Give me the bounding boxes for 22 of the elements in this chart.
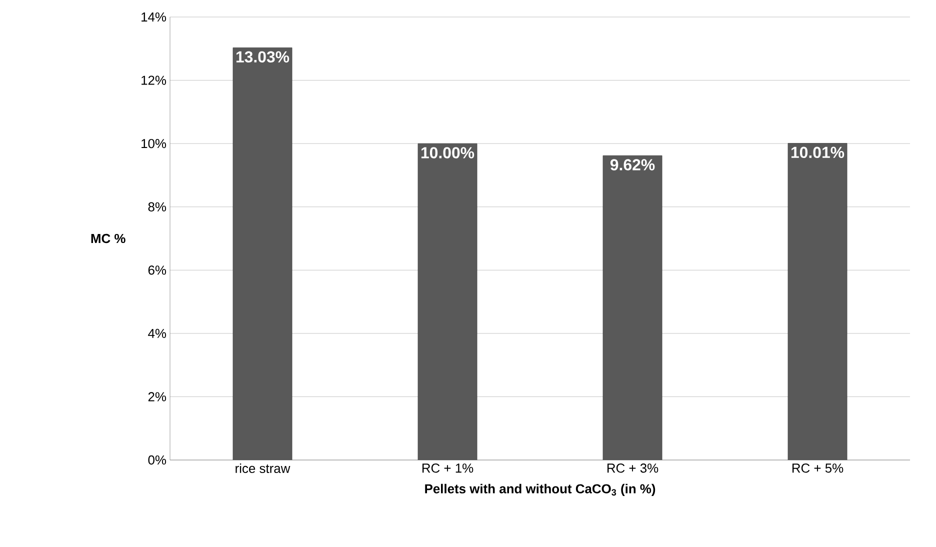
bar: [602, 155, 662, 460]
data-label: 10.01%: [791, 146, 844, 158]
y-axis-title: MC %: [91, 234, 126, 244]
y-tick-label: 0%: [148, 455, 166, 465]
data-label: 9.62%: [610, 159, 655, 170]
x-axis-title: Pellets with and without CaCO$_{3}$ (in %): [425, 484, 656, 496]
x-tick-label: rice straw: [236, 464, 290, 474]
x-tick-label: RC + 5%: [792, 464, 844, 473]
y-tick-label: 6%: [148, 266, 166, 275]
y-tick-label: 12%: [142, 76, 166, 85]
y-tick-label: 8%: [148, 202, 166, 212]
bar: [232, 47, 292, 460]
x-tick-label: RC + 1%: [422, 464, 474, 473]
y-tick-label: 2%: [148, 392, 166, 402]
bar: [418, 143, 478, 460]
data-label: 10.00%: [421, 147, 474, 158]
y-tick-label: 14%: [142, 12, 166, 22]
x-tick-label: RC + 3%: [607, 464, 658, 473]
data-label: 13.03%: [236, 51, 290, 63]
y-tick-label: 10%: [142, 138, 166, 148]
bar: [788, 143, 848, 460]
y-tick-label: 4%: [148, 328, 166, 338]
